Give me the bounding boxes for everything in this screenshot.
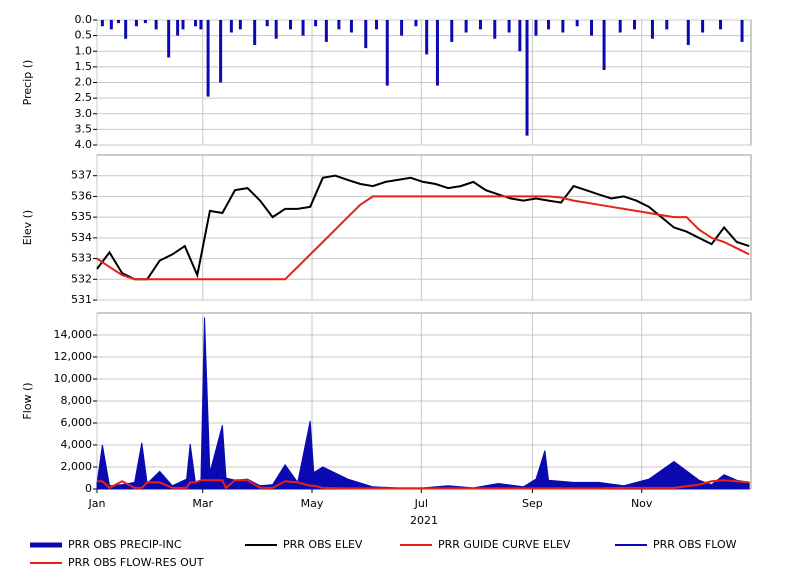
line bbox=[97, 479, 750, 490]
legend-label: PRR GUIDE CURVE ELEV bbox=[438, 538, 571, 551]
x-tick-label: Jul bbox=[414, 497, 428, 510]
y-tick-label: 0.5 bbox=[75, 29, 93, 42]
bar bbox=[575, 20, 579, 27]
y-tick-label: 1.0 bbox=[75, 44, 93, 57]
legend-label: PRR OBS FLOW-RES OUT bbox=[68, 556, 204, 569]
y-tick-label: 533 bbox=[71, 252, 92, 265]
bar bbox=[464, 20, 468, 33]
y-axis-label: Flow () bbox=[21, 382, 34, 419]
y-tick-label: 4,000 bbox=[61, 438, 93, 451]
bar bbox=[701, 20, 705, 33]
bar bbox=[176, 20, 180, 36]
y-tick-label: 1.5 bbox=[75, 60, 93, 73]
bar bbox=[124, 20, 128, 39]
bar bbox=[547, 20, 551, 30]
bar bbox=[435, 20, 439, 86]
y-tick-label: 537 bbox=[71, 169, 92, 182]
y-tick-label: 3.0 bbox=[75, 107, 93, 120]
bar bbox=[324, 20, 328, 42]
line bbox=[96, 174, 750, 281]
plot-frame bbox=[96, 154, 752, 301]
area bbox=[96, 317, 750, 490]
x-tick-label: May bbox=[301, 497, 324, 510]
bar bbox=[143, 20, 147, 24]
bar bbox=[414, 20, 418, 27]
bar bbox=[590, 20, 594, 36]
y-tick-label: 10,000 bbox=[54, 372, 93, 385]
bar bbox=[602, 20, 606, 70]
bar bbox=[425, 20, 429, 55]
y-axis-label: Elev () bbox=[21, 210, 34, 245]
bar bbox=[493, 20, 497, 39]
bar bbox=[349, 20, 353, 33]
bar bbox=[167, 20, 171, 58]
y-tick-label: 4.0 bbox=[75, 138, 93, 151]
bar bbox=[289, 20, 293, 30]
legend-label: PRR OBS PRECIP-INC bbox=[68, 538, 182, 551]
bar bbox=[219, 20, 223, 83]
y-tick-label: 14,000 bbox=[54, 328, 93, 341]
y-axis-label: Precip () bbox=[21, 60, 34, 106]
bar bbox=[238, 20, 242, 30]
bar bbox=[364, 20, 368, 49]
bar bbox=[109, 20, 113, 30]
y-tick-label: 2.0 bbox=[75, 76, 93, 89]
legend-label: PRR OBS FLOW bbox=[653, 538, 737, 551]
bar bbox=[301, 20, 305, 36]
x-tick-label: Nov bbox=[631, 497, 653, 510]
bar bbox=[337, 20, 341, 30]
bar bbox=[154, 20, 158, 30]
bar bbox=[199, 20, 203, 30]
bar bbox=[385, 20, 389, 86]
bar bbox=[117, 20, 121, 24]
y-tick-label: 532 bbox=[71, 272, 92, 285]
bar bbox=[507, 20, 511, 33]
y-tick-label: 534 bbox=[71, 231, 92, 244]
x-axis-label: 2021 bbox=[410, 514, 438, 527]
bar bbox=[525, 20, 529, 136]
x-tick-label: Sep bbox=[522, 497, 543, 510]
bar bbox=[633, 20, 637, 30]
y-tick-label: 0 bbox=[85, 482, 92, 495]
bar bbox=[134, 20, 138, 27]
y-tick-label: 2.5 bbox=[75, 91, 93, 104]
legend-label: PRR OBS ELEV bbox=[283, 538, 363, 551]
bar bbox=[719, 20, 723, 30]
bar bbox=[181, 20, 185, 30]
bar bbox=[478, 20, 482, 30]
bar bbox=[274, 20, 278, 39]
x-tick-label: Jan bbox=[88, 497, 106, 510]
bar bbox=[665, 20, 669, 30]
bar bbox=[229, 20, 233, 33]
bar bbox=[265, 20, 269, 27]
bar bbox=[450, 20, 454, 42]
bar bbox=[561, 20, 565, 33]
bar bbox=[400, 20, 404, 36]
bar bbox=[194, 20, 198, 27]
y-tick-label: 3.5 bbox=[75, 122, 93, 135]
y-tick-label: 531 bbox=[71, 293, 92, 306]
bar bbox=[100, 20, 104, 27]
bar bbox=[518, 20, 522, 52]
y-tick-label: 2,000 bbox=[61, 460, 93, 473]
x-tick-label: Mar bbox=[192, 497, 213, 510]
bar bbox=[686, 20, 690, 45]
bar bbox=[375, 20, 379, 30]
y-tick-label: 8,000 bbox=[61, 394, 93, 407]
y-tick-label: 0.0 bbox=[75, 13, 93, 26]
bar bbox=[534, 20, 538, 36]
y-tick-label: 6,000 bbox=[61, 416, 93, 429]
bar bbox=[618, 20, 622, 33]
line bbox=[96, 195, 750, 281]
bar bbox=[206, 20, 210, 97]
bar bbox=[314, 20, 318, 27]
y-tick-label: 536 bbox=[71, 189, 92, 202]
bar bbox=[740, 20, 744, 42]
y-tick-label: 12,000 bbox=[54, 350, 93, 363]
bar bbox=[253, 20, 257, 45]
y-tick-label: 535 bbox=[71, 210, 92, 223]
bar bbox=[650, 20, 654, 39]
